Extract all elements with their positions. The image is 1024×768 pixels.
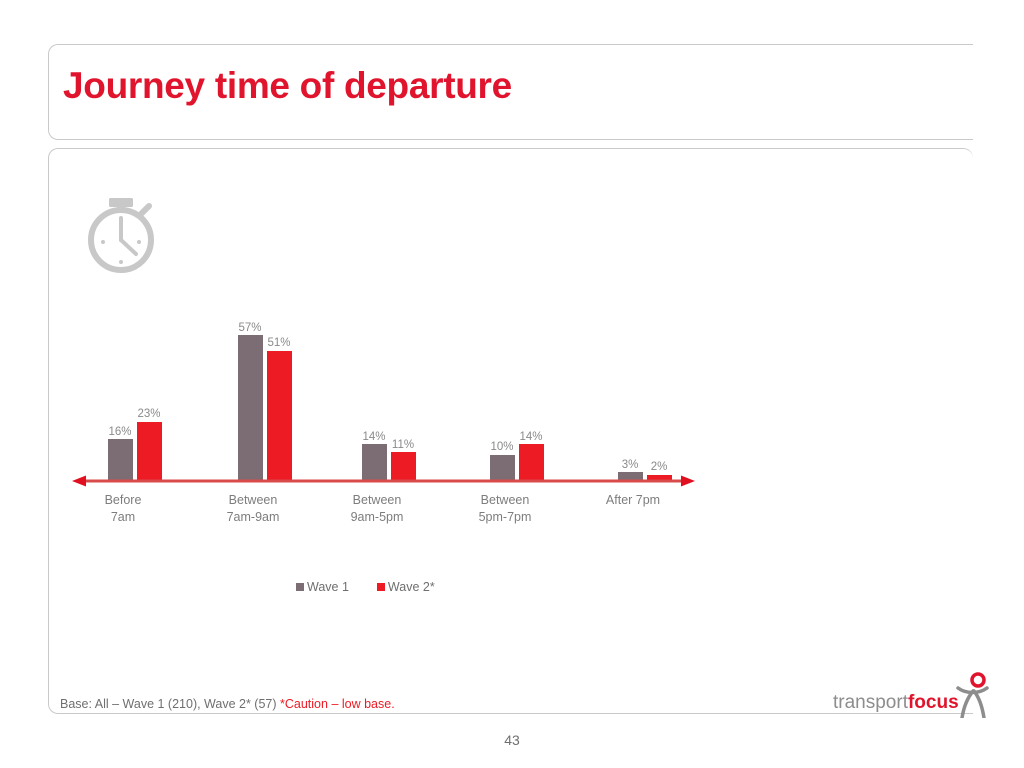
chart-plot-area: 16% 23% 57% 51% 14% 11%	[60, 300, 720, 480]
category-label-line1: After 7pm	[605, 493, 661, 507]
footnote-base: Base: All – Wave 1 (210), Wave 2* (57)	[60, 697, 277, 711]
legend-swatch-icon	[296, 583, 304, 591]
chart-legend: Wave 1 Wave 2*	[296, 578, 435, 596]
content-box	[48, 148, 973, 714]
bar-value-label: 57%	[238, 322, 262, 334]
bar-group-bars: 10% 14%	[442, 300, 568, 480]
bar-group-bars: 3% 2%	[570, 300, 696, 480]
bar-group: 57% 51%	[190, 300, 316, 480]
category-label-line2: 5pm-7pm	[478, 510, 532, 524]
bar-wave1	[108, 439, 133, 480]
legend-item-wave2: Wave 2*	[376, 580, 435, 594]
category-label: After 7pm	[570, 492, 696, 509]
category-label-line2: 7am	[110, 510, 136, 524]
bar-group: 14% 11%	[314, 300, 440, 480]
category-label-line2: 7am-9am	[226, 510, 280, 524]
stopwatch-icon	[82, 184, 160, 276]
bar-wave1	[618, 472, 643, 480]
bar-value-label: 51%	[267, 337, 291, 349]
bar-group: 10% 14%	[442, 300, 568, 480]
bar-wave1	[238, 335, 263, 480]
title-box: Journey time of departure	[48, 44, 973, 140]
transport-focus-logo: transportfocus	[833, 672, 989, 720]
bar-value-label: 2%	[650, 461, 668, 473]
bar-value-label: 16%	[108, 426, 132, 438]
bar-value-label: 11%	[391, 439, 415, 451]
bar-group-bars: 16% 23%	[60, 300, 186, 480]
category-label-line1: Before	[104, 493, 142, 507]
bar-value-label: 10%	[490, 441, 514, 453]
bar-wave1	[490, 454, 515, 480]
logo-wordmark: transportfocus	[833, 692, 959, 714]
bar-value-label: 14%	[519, 431, 543, 443]
category-labels: Before 7am Between 7am-9am Between 9am-5…	[60, 492, 720, 536]
category-label-line1: Between	[352, 493, 402, 507]
bar-group-bars: 57% 51%	[190, 300, 316, 480]
bar-value-label: 14%	[362, 431, 386, 443]
logo-word-focus: focus	[907, 692, 959, 713]
logo-word-transport: transport	[833, 692, 908, 713]
page-number: 43	[504, 732, 520, 748]
bar-wave1	[362, 444, 387, 480]
category-label: Between 9am-5pm	[314, 492, 440, 526]
bar-chart: 16% 23% 57% 51% 14% 11%	[60, 300, 720, 550]
bar-group: 3% 2%	[570, 300, 696, 480]
category-label-line1: Between	[228, 493, 278, 507]
page-title: Journey time of departure	[63, 65, 512, 106]
category-label: Between 7am-9am	[190, 492, 316, 526]
footnote: Base: All – Wave 1 (210), Wave 2* (57) *…	[60, 697, 395, 711]
bar-wave2	[267, 350, 292, 480]
bar-value-label: 3%	[621, 459, 639, 471]
bar-group: 16% 23%	[60, 300, 186, 480]
legend-label: Wave 2*	[387, 580, 435, 594]
bar-group-bars: 14% 11%	[314, 300, 440, 480]
category-label: Between 5pm-7pm	[442, 492, 568, 526]
axis-arrow	[72, 474, 695, 487]
legend-item-wave1: Wave 1	[296, 580, 349, 594]
bar-wave2	[391, 452, 416, 480]
bar-value-label: 23%	[137, 408, 161, 420]
bar-wave2	[519, 444, 544, 480]
bar-wave2	[647, 474, 672, 480]
legend-swatch-icon	[376, 583, 385, 591]
bar-wave2	[137, 421, 162, 480]
category-label: Before 7am	[60, 492, 186, 526]
legend-label: Wave 1	[307, 580, 349, 594]
footnote-caution: *Caution – low base.	[280, 697, 395, 711]
logo-figure-icon	[953, 672, 991, 720]
category-label-line2: 9am-5pm	[350, 510, 404, 524]
category-label-line1: Between	[480, 493, 530, 507]
